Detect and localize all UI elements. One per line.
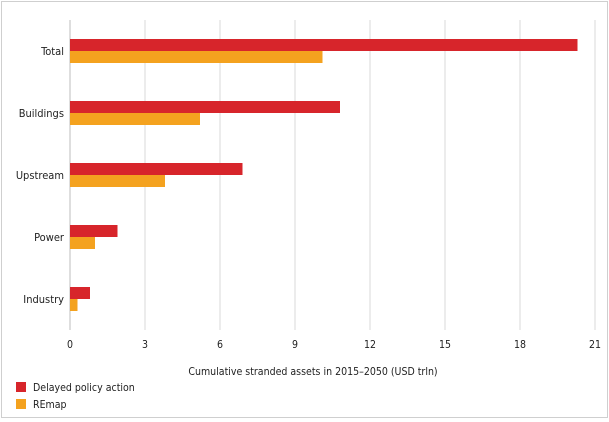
x-tick-label: 0 <box>67 339 73 351</box>
bar-buildings-delayed-policy-action <box>70 101 340 113</box>
bar-power-delayed-policy-action <box>70 225 118 237</box>
x-tick-label: 12 <box>364 339 376 351</box>
bar-total-delayed-policy-action <box>70 39 578 51</box>
bar-upstream-delayed-policy-action <box>70 163 243 175</box>
legend-label-delayed-policy-action: Delayed policy action <box>33 382 135 394</box>
x-tick-label: 9 <box>292 339 298 351</box>
legend-swatch-delayed-policy-action <box>16 382 26 392</box>
bar-industry-remap <box>70 299 78 311</box>
x-tick-label: 21 <box>589 339 601 351</box>
bar-total-remap <box>70 51 323 63</box>
category-label-total: Total <box>40 45 64 58</box>
bars <box>70 39 578 311</box>
category-label-buildings: Buildings <box>19 107 64 120</box>
category-labels: Total Buildings Upstream Power Industry <box>16 45 65 306</box>
bar-chart: Total Buildings Upstream Power Industry 0 3 6 9… <box>16 20 601 411</box>
x-tick-label: 15 <box>439 339 451 351</box>
bar-buildings-remap <box>70 113 200 125</box>
category-label-industry: Industry <box>23 293 64 306</box>
bar-upstream-remap <box>70 175 165 187</box>
bar-power-remap <box>70 237 95 249</box>
x-tick-labels: 0 3 6 9 12 15 18 21 <box>67 339 601 351</box>
legend-label-remap: REmap <box>33 399 67 411</box>
x-tick-label: 6 <box>217 339 223 351</box>
x-tick-label: 18 <box>514 339 526 351</box>
category-label-power: Power <box>34 231 65 244</box>
legend-swatch-remap <box>16 399 26 409</box>
x-tick-label: 3 <box>142 339 148 351</box>
legend: Delayed policy action REmap <box>16 382 135 411</box>
x-axis-title: Cumulative stranded assets in 2015–2050 … <box>188 366 437 378</box>
bar-industry-delayed-policy-action <box>70 287 90 299</box>
category-label-upstream: Upstream <box>16 169 64 182</box>
